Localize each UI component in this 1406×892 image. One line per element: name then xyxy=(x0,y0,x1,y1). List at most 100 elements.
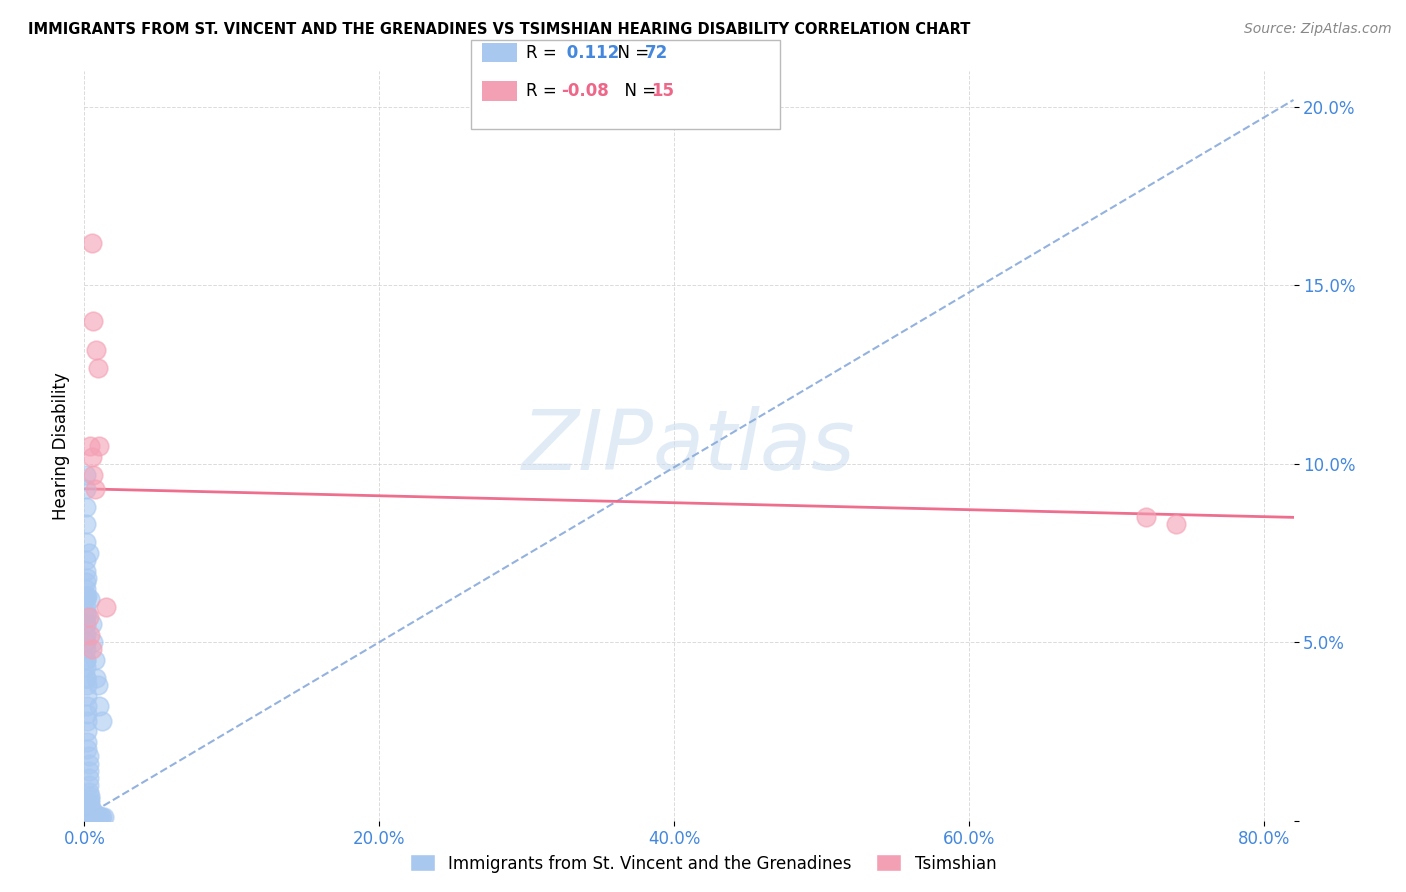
Point xyxy=(84,671,107,685)
Point xyxy=(77,610,100,624)
Point xyxy=(76,706,98,721)
Point xyxy=(82,467,104,482)
Point xyxy=(86,678,108,692)
Point xyxy=(79,592,101,607)
Point xyxy=(75,671,97,685)
Point xyxy=(87,810,110,824)
Text: 0.112: 0.112 xyxy=(561,44,619,62)
Text: Source: ZipAtlas.com: Source: ZipAtlas.com xyxy=(1244,22,1392,37)
Point xyxy=(76,714,98,728)
Y-axis label: Hearing Disability: Hearing Disability xyxy=(52,372,70,520)
Point xyxy=(75,467,97,482)
Point xyxy=(86,360,108,375)
Point xyxy=(79,799,101,814)
Point xyxy=(80,642,103,657)
Point xyxy=(79,628,101,642)
Point xyxy=(75,617,97,632)
Point xyxy=(76,607,98,621)
Point xyxy=(83,482,105,496)
Legend: Immigrants from St. Vincent and the Grenadines, Tsimshian: Immigrants from St. Vincent and the Gren… xyxy=(404,847,1002,880)
Point xyxy=(82,810,104,824)
Point xyxy=(90,810,112,824)
Point xyxy=(80,617,103,632)
Point xyxy=(75,607,97,621)
Point xyxy=(79,803,101,817)
Point xyxy=(84,343,107,357)
Point xyxy=(79,796,101,810)
Point xyxy=(75,500,97,514)
Point xyxy=(75,660,97,674)
Point xyxy=(82,635,104,649)
Point xyxy=(76,678,98,692)
Point xyxy=(76,689,98,703)
Point xyxy=(76,571,98,585)
Point xyxy=(77,778,100,792)
Point xyxy=(77,771,100,785)
Point xyxy=(80,806,103,821)
Point xyxy=(75,589,97,603)
Text: N =: N = xyxy=(614,82,662,100)
Point xyxy=(75,642,97,657)
Point xyxy=(87,699,110,714)
Point xyxy=(87,439,110,453)
Point xyxy=(75,653,97,667)
Point xyxy=(82,806,104,821)
Text: 15: 15 xyxy=(651,82,673,100)
Point xyxy=(84,810,107,824)
Point xyxy=(83,806,105,821)
Text: IMMIGRANTS FROM ST. VINCENT AND THE GRENADINES VS TSIMSHIAN HEARING DISABILITY C: IMMIGRANTS FROM ST. VINCENT AND THE GREN… xyxy=(28,22,970,37)
Point xyxy=(84,806,107,821)
Point xyxy=(82,806,104,821)
Point xyxy=(86,810,108,824)
Text: R =: R = xyxy=(526,44,562,62)
Point xyxy=(76,735,98,749)
Point xyxy=(80,806,103,821)
Point xyxy=(77,785,100,799)
Point xyxy=(75,671,97,685)
Point xyxy=(83,810,105,824)
Text: R =: R = xyxy=(526,82,562,100)
Point xyxy=(77,756,100,771)
Point xyxy=(75,535,97,549)
Point xyxy=(80,450,103,464)
Point xyxy=(1164,517,1187,532)
Point xyxy=(75,592,97,607)
Point xyxy=(96,599,118,614)
Point xyxy=(79,789,101,803)
Text: -0.08: -0.08 xyxy=(561,82,609,100)
Point xyxy=(80,235,103,250)
Point xyxy=(77,546,100,560)
Point xyxy=(77,749,100,764)
Point xyxy=(93,810,115,824)
Point xyxy=(76,699,98,714)
Point xyxy=(75,617,97,632)
Text: 72: 72 xyxy=(645,44,669,62)
Point xyxy=(91,810,114,824)
Point xyxy=(75,574,97,589)
Point xyxy=(79,439,101,453)
Point xyxy=(76,589,98,603)
Point xyxy=(75,582,97,596)
Point xyxy=(86,810,108,824)
Point xyxy=(77,764,100,778)
Point xyxy=(1135,510,1157,524)
Point xyxy=(91,714,114,728)
Point xyxy=(82,314,104,328)
Point xyxy=(75,517,97,532)
Text: N =: N = xyxy=(607,44,655,62)
Point xyxy=(75,482,97,496)
Point xyxy=(75,653,97,667)
Point xyxy=(75,599,97,614)
Text: ZIPatlas: ZIPatlas xyxy=(522,406,856,486)
Point xyxy=(75,564,97,578)
Point xyxy=(80,806,103,821)
Point xyxy=(83,653,105,667)
Point xyxy=(80,803,103,817)
Point xyxy=(79,792,101,806)
Point xyxy=(75,635,97,649)
Point xyxy=(75,635,97,649)
Point xyxy=(76,742,98,756)
Point xyxy=(75,553,97,567)
Point xyxy=(75,628,97,642)
Point xyxy=(76,724,98,739)
